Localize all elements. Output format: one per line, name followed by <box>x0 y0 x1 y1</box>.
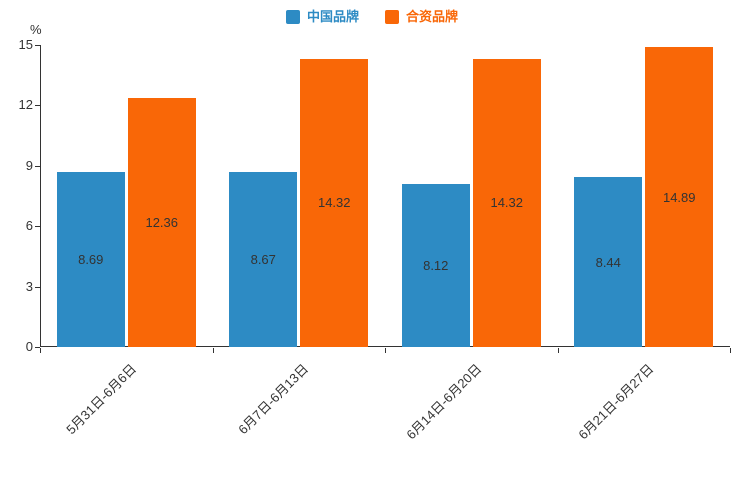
x-axis-category-label: 6月21日-6月27日 <box>575 361 657 443</box>
legend-label: 中国品牌 <box>306 9 359 24</box>
y-axis-tick-label: 9 <box>25 157 33 173</box>
bar: 14.32 <box>300 58 369 347</box>
y-axis-tick-label: 6 <box>25 218 33 234</box>
bar-value-label: 8.69 <box>78 252 104 267</box>
y-axis-unit-label: % <box>30 22 42 37</box>
y-axis-tick-mark <box>35 105 40 107</box>
y-axis-tick-mark <box>35 226 40 228</box>
legend-swatch-icon <box>385 10 399 24</box>
legend-swatch-icon <box>285 10 300 24</box>
legend-label: 合资品牌 <box>406 9 459 24</box>
y-axis-tick-label: 15 <box>18 37 33 52</box>
x-axis-category-label: 5月31日-6月6日 <box>62 361 139 438</box>
y-axis-tick-label: 0 <box>25 339 33 354</box>
x-axis-tick-mark <box>730 348 731 353</box>
bar-value-label: 8.44 <box>595 254 621 270</box>
bar: 14.32 <box>472 58 541 347</box>
legend-item-series-1[interactable]: 中国品牌 <box>285 9 359 24</box>
bar: 8.67 <box>229 172 298 347</box>
legend: 中国品牌 合资品牌 <box>0 10 744 24</box>
x-axis-tick-mark <box>212 348 214 353</box>
bar: 8.69 <box>56 172 125 347</box>
x-axis-tick-mark <box>40 348 41 353</box>
legend-item-series-2[interactable]: 合资品牌 <box>385 10 458 24</box>
y-axis-tick-mark <box>35 165 40 167</box>
x-axis-tick-mark <box>557 348 559 353</box>
y-axis-tick-mark <box>35 286 40 288</box>
y-axis-tick-label: 3 <box>25 278 33 294</box>
bar-value-label: 8.67 <box>250 252 276 268</box>
bar-value-label: 8.12 <box>423 257 449 273</box>
bar-value-label: 14.32 <box>317 195 351 211</box>
y-axis-tick-mark <box>35 45 40 46</box>
y-axis-tick-mark <box>35 347 40 348</box>
plot-area <box>40 45 730 347</box>
bar: 8.12 <box>401 183 470 347</box>
bar: 14.89 <box>645 47 714 347</box>
bar-value-label: 14.89 <box>662 189 696 205</box>
bar: 8.44 <box>574 177 643 347</box>
bar-value-label: 14.32 <box>490 195 524 211</box>
x-axis-category-label: 6月14日-6月20日 <box>402 361 484 443</box>
bar: 12.36 <box>127 98 196 347</box>
bar-value-label: 12.36 <box>145 215 179 231</box>
x-axis-tick-mark <box>385 348 386 353</box>
x-axis-category-label: 6月7日-6月13日 <box>235 361 312 438</box>
y-axis-tick-label: 12 <box>18 97 33 113</box>
